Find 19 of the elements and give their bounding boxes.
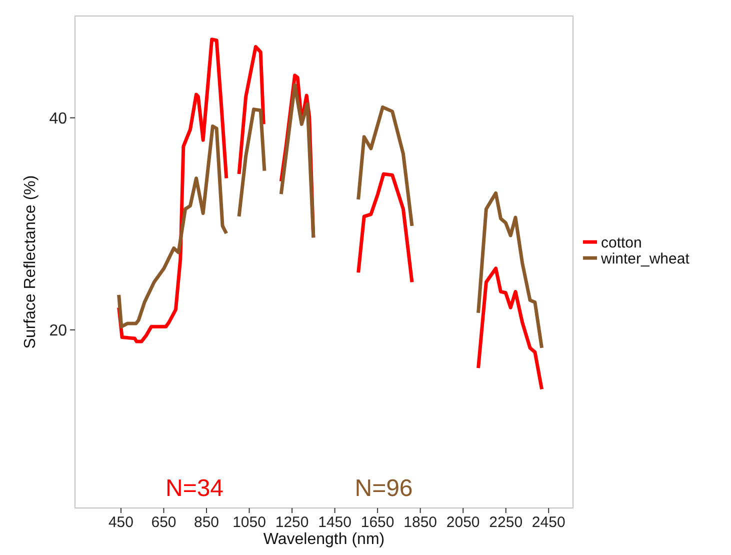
x-tick-label: 1050 [232,514,266,531]
x-tick-label: 650 [151,514,176,531]
legend-label: cotton [601,234,642,252]
annotation: N=34 [165,475,224,502]
x-tick-label: 2450 [532,514,566,531]
x-tick-label: 2250 [489,514,523,531]
y-tick-label: 40 [49,110,68,128]
annotation: N=96 [354,475,413,502]
x-axis-title: Wavelength (nm) [263,531,385,548]
x-tick-label: 450 [108,514,134,531]
y-tick-label: 20 [49,322,68,340]
x-tick-label: 1850 [404,514,438,531]
y-axis-title: Surface Reflectance (%) [22,175,39,349]
x-tick-label: 1250 [275,514,309,531]
legend-label: winter_wheat [600,250,690,268]
x-tick-label: 2050 [446,514,480,531]
x-tick-label: 1650 [360,514,394,531]
x-tick-label: 850 [194,514,220,531]
x-tick-label: 1450 [318,514,352,531]
